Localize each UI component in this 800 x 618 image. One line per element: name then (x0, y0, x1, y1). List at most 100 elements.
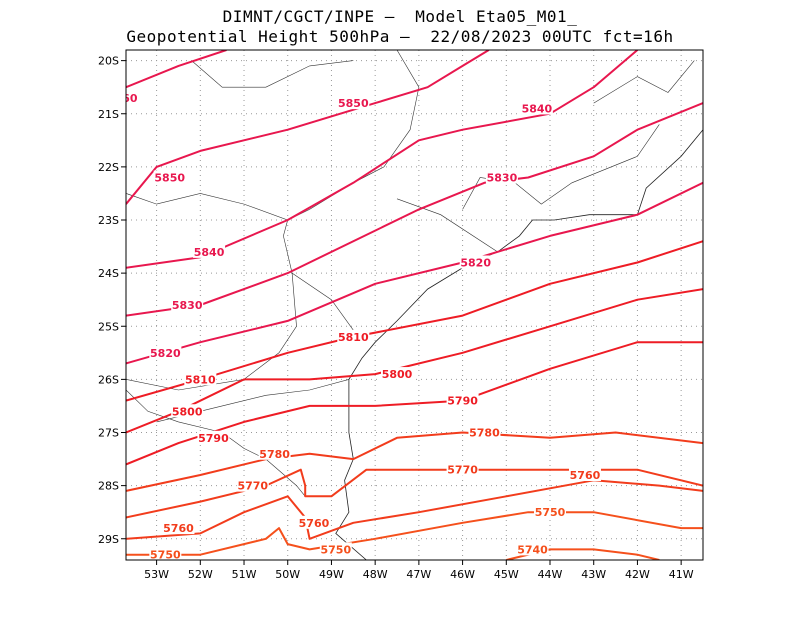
contour-line-5820 (126, 181, 703, 365)
contour-line-5800 (126, 288, 703, 434)
contour-label-bg (516, 542, 549, 556)
contour-line-5760 (126, 479, 703, 540)
x-tick-label: 46W (450, 568, 475, 581)
coastline (335, 129, 703, 560)
state-border (126, 389, 306, 497)
y-tick-label: 21S (98, 108, 119, 121)
contour-label: 5810 (338, 331, 369, 344)
contour-label: 5750 (535, 506, 566, 519)
x-tick-label: 42W (625, 568, 650, 581)
y-tick-label: 20S (98, 55, 119, 68)
contour-label-bg (446, 393, 479, 407)
x-tick-label: 43W (581, 568, 606, 581)
x-tick-label: 48W (363, 568, 388, 581)
state-border (191, 60, 354, 88)
y-tick-label: 29S (98, 533, 119, 546)
contour-label-bg (171, 404, 204, 418)
contour-label-bg (568, 468, 601, 481)
state-border (593, 60, 695, 104)
contour-label-bg (468, 425, 501, 439)
contour-line-5860 (126, 50, 227, 89)
map-subtitle: Geopotential Height 500hPa – 22/08/2023 … (126, 27, 674, 46)
y-tick-label: 25S (98, 320, 119, 333)
contour-label: 5760 (570, 469, 601, 482)
height-contours: 860 5850 5850 5840 5840 5830 5830 5820 5820 5810 5… (115, 50, 703, 562)
x-tick-label: 41W (669, 568, 694, 581)
contour-label: 5820 (150, 347, 181, 360)
contour-label: 5780 (259, 448, 290, 461)
state-border (291, 272, 363, 343)
x-tick-label: 49W (319, 568, 344, 581)
contour-label-bg (337, 96, 370, 110)
contour-label: 5740 (517, 543, 548, 556)
contour-label-bg (258, 446, 291, 460)
contour-line-5830 (126, 102, 703, 317)
y-tick-label: 24S (98, 267, 119, 280)
contour-label-bg (184, 372, 217, 386)
state-border (396, 198, 498, 253)
state-border (126, 50, 420, 221)
contour-label-bg (459, 255, 492, 269)
x-tick-label: 45W (494, 568, 519, 581)
contour-line-5840 (126, 50, 639, 269)
contour-line-5790 (126, 341, 703, 466)
contour-label: 5770 (447, 464, 478, 477)
geographic-outlines (126, 50, 703, 560)
contour-label-bg (446, 462, 479, 476)
contour-label-bg (162, 521, 195, 535)
contour-label: 5800 (382, 368, 413, 381)
contour-label-bg (149, 547, 182, 560)
contour-line-5750 (126, 511, 703, 556)
contour-label: 5750 (321, 543, 352, 556)
contour-label: 5820 (460, 257, 491, 270)
contour-label: 5800 (172, 405, 203, 418)
x-tick-label: 51W (232, 568, 257, 581)
contour-label: 5830 (172, 299, 203, 312)
y-tick-label: 28S (98, 480, 119, 493)
contour-label-bg (149, 345, 182, 359)
contour-label: 5850 (338, 97, 369, 110)
contour-label-bg (297, 515, 330, 529)
contour-label: 5760 (163, 522, 194, 535)
contour-label-bg (534, 505, 567, 519)
contour-label-bg (193, 244, 226, 258)
contour-label: 5810 (185, 373, 216, 386)
contour-label: 5850 (154, 172, 185, 185)
x-tick-label: 53W (144, 568, 169, 581)
y-tick-label: 22S (98, 161, 119, 174)
contour-label-bg (153, 170, 186, 184)
contour-label-bg (337, 329, 370, 343)
state-border (126, 219, 297, 391)
contour-label: 5780 (469, 427, 500, 440)
y-tick-label: 23S (98, 214, 119, 227)
contour-label: 5840 (194, 246, 225, 259)
x-tick-label: 47W (406, 568, 431, 581)
contour-line-5780 (126, 431, 703, 492)
contour-line-5850 (126, 50, 490, 205)
contour-label: 5840 (522, 102, 553, 115)
x-tick-label: 44W (538, 568, 563, 581)
state-border (462, 124, 660, 210)
contour-label: 5770 (237, 480, 268, 493)
contour-label: 5790 (447, 395, 478, 408)
contour-label-bg (485, 170, 518, 184)
contour-label: 5750 (150, 549, 181, 562)
contour-label-bg (126, 90, 139, 104)
contour-label-bg (381, 367, 414, 381)
contour-label: 860 (115, 92, 138, 105)
contour-line-5770 (126, 468, 703, 519)
contour-label-bg (171, 298, 204, 311)
y-tick-label: 27S (98, 427, 119, 440)
contour-label: 5790 (198, 432, 229, 445)
contour-label-bg (197, 430, 230, 444)
plot-frame (125, 49, 704, 561)
contour-label: 5830 (487, 172, 518, 185)
map-title: DIMNT/CGCT/INPE – Model Eta05_M01_ (222, 7, 578, 26)
lat-lon-grid (126, 50, 703, 560)
y-tick-label: 26S (98, 373, 119, 386)
x-tick-label: 50W (275, 568, 300, 581)
contour-label-bg (236, 478, 269, 492)
axis-ticks: 53W 52W 51W 50W 49W 48W 47W 46W 45W 44W 43W 42W 41W 2… (98, 55, 694, 581)
contour-label-bg (319, 542, 352, 556)
